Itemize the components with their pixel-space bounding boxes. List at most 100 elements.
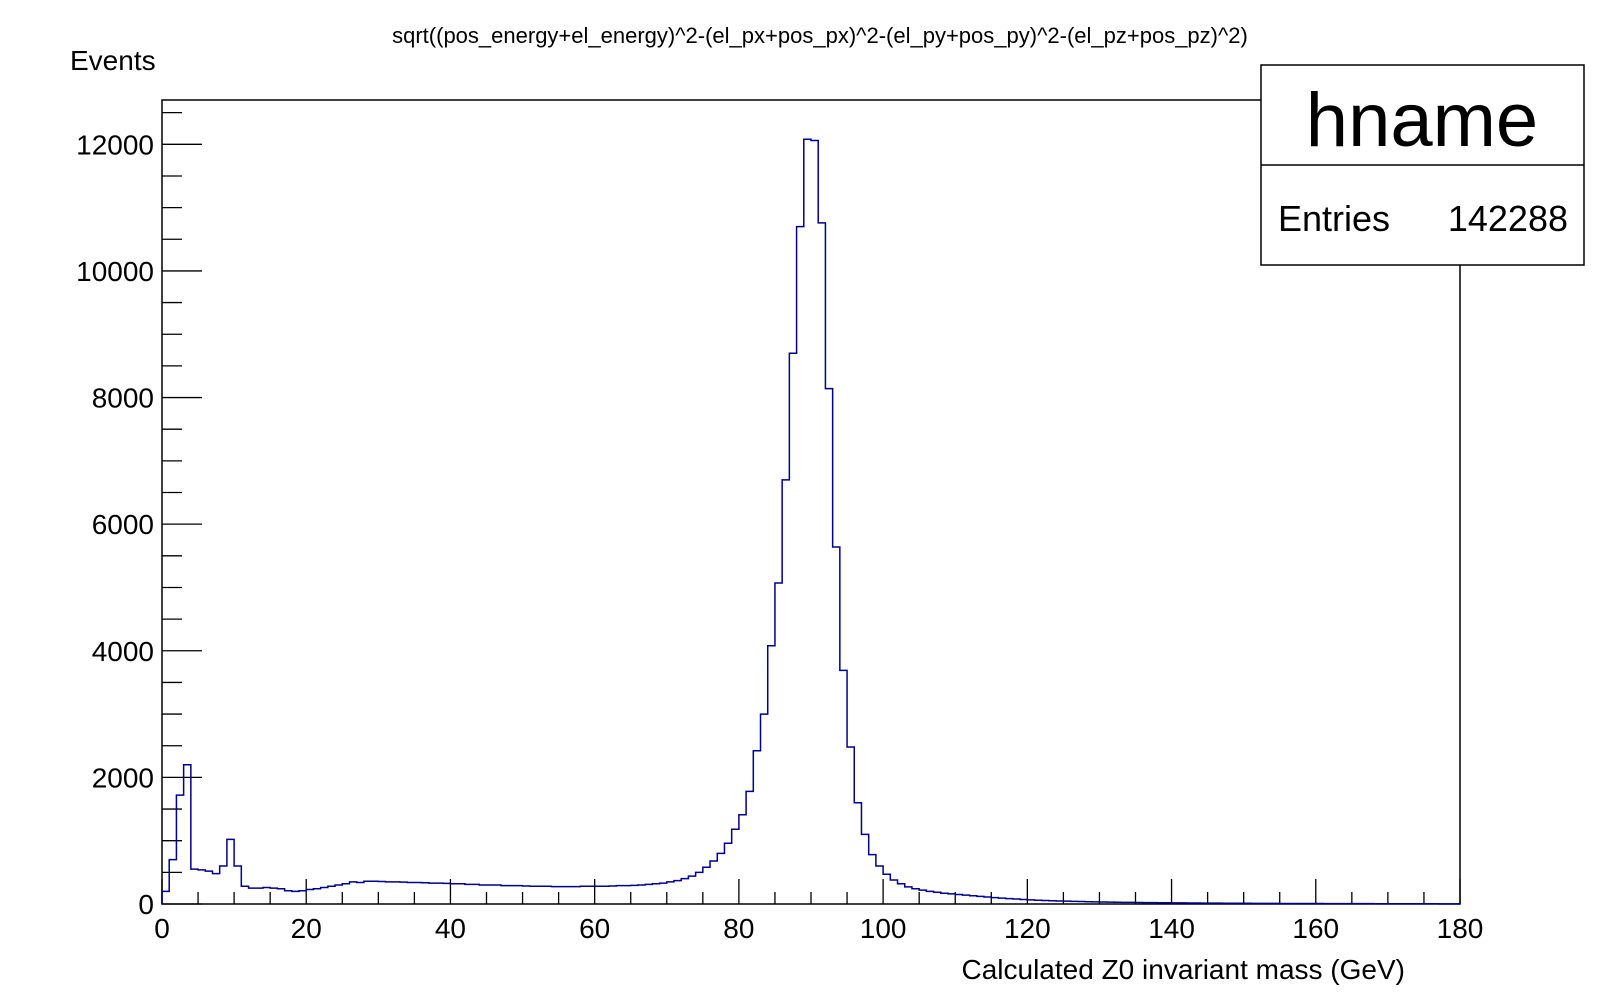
- x-axis: 0 20 40 60 80 100 120 140 160 180: [154, 879, 1483, 944]
- histogram-bin: [515, 886, 522, 904]
- histogram-bin: [991, 898, 998, 904]
- histogram-bin: [1006, 899, 1013, 904]
- stats-histogram-name: hname: [1306, 78, 1538, 163]
- plot-title: sqrt((pos_energy+el_energy)^2-(el_px+pos…: [392, 23, 1248, 48]
- histogram-bin: [530, 886, 537, 904]
- histogram-bin: [328, 886, 335, 904]
- histogram-bin: [249, 888, 256, 904]
- histogram-bin: [256, 888, 263, 904]
- histogram-bin: [833, 547, 840, 904]
- histogram-bin: [234, 866, 241, 904]
- histogram-bin: [926, 891, 933, 904]
- histogram-bin: [580, 886, 587, 904]
- histogram-bin: [285, 891, 292, 904]
- y-tick-label: 12000: [76, 129, 154, 160]
- histogram-bin: [948, 894, 955, 904]
- histogram-bin: [688, 876, 695, 904]
- histogram-bin: [998, 898, 1005, 904]
- histogram-bin: [573, 887, 580, 904]
- histogram-bin: [861, 834, 868, 904]
- histogram-bin: [162, 891, 169, 904]
- histogram-bin: [414, 882, 421, 904]
- y-tick-label: 10000: [76, 256, 154, 287]
- stats-entries-label: Entries: [1278, 198, 1390, 239]
- histogram-bin: [364, 881, 371, 904]
- histogram-bin: [595, 886, 602, 904]
- histogram-bin: [176, 795, 183, 904]
- histogram-bin: [977, 896, 984, 904]
- histogram-bin: [753, 751, 760, 904]
- histogram-bin: [494, 885, 501, 904]
- histogram-bin: [212, 874, 219, 904]
- histogram-bin: [616, 886, 623, 904]
- histogram-bin: [652, 884, 659, 904]
- histogram-bin: [378, 882, 385, 904]
- histogram-bin: [667, 882, 674, 904]
- histogram-bin: [407, 882, 414, 904]
- histogram-bin: [335, 885, 342, 904]
- x-tick-label: 160: [1292, 913, 1339, 944]
- histogram-bin: [934, 892, 941, 904]
- x-tick-label: 80: [723, 913, 754, 944]
- histogram-bin: [443, 883, 450, 904]
- histogram-bin: [587, 886, 594, 904]
- histogram-bin: [321, 888, 328, 904]
- histogram-bin: [797, 227, 804, 904]
- histogram-bin: [739, 815, 746, 904]
- histogram-bin: [313, 889, 320, 904]
- histogram-bin: [941, 893, 948, 904]
- histogram-bin: [789, 353, 796, 904]
- histogram-bin: [371, 881, 378, 904]
- histogram-bin: [768, 646, 775, 904]
- histogram-bin: [696, 872, 703, 904]
- histogram-bin: [724, 843, 731, 904]
- histogram-bin: [342, 884, 349, 904]
- x-tick-label: 120: [1004, 913, 1051, 944]
- histogram-bin: [422, 883, 429, 904]
- histogram-bin: [898, 884, 905, 904]
- histogram-bin: [241, 886, 248, 904]
- x-tick-label: 0: [154, 913, 170, 944]
- histogram-bin: [306, 889, 313, 904]
- x-tick-label: 40: [435, 913, 466, 944]
- histogram-bin: [818, 223, 825, 904]
- histogram-bin: [746, 791, 753, 904]
- histogram-bin: [551, 887, 558, 904]
- histogram-bin: [710, 861, 717, 904]
- histogram-bin: [198, 870, 205, 904]
- histogram-bin: [400, 882, 407, 904]
- histogram-bin: [609, 886, 616, 904]
- histogram-bin: [508, 886, 515, 904]
- histogram-bin: [205, 871, 212, 904]
- histogram-bin: [825, 389, 832, 904]
- histogram-bin: [703, 867, 710, 904]
- histogram-bin: [501, 886, 508, 904]
- histogram-bin: [962, 895, 969, 904]
- histogram-bin: [602, 886, 609, 904]
- histogram-bin: [263, 888, 270, 904]
- histogram-bin: [761, 714, 768, 904]
- histogram-bin: [277, 889, 284, 904]
- histogram-bin: [681, 879, 688, 904]
- histogram-bin: [717, 853, 724, 904]
- histogram-bin: [674, 881, 681, 904]
- histogram-bin: [804, 139, 811, 904]
- histogram-bin: [227, 839, 234, 904]
- histogram-bin: [544, 886, 551, 904]
- stats-entries-value: 142288: [1448, 198, 1568, 239]
- histogram-bin: [869, 855, 876, 904]
- histogram-bin: [775, 583, 782, 904]
- histogram-bin: [559, 887, 566, 904]
- y-tick-label: 2000: [92, 762, 154, 793]
- histogram-bin: [184, 765, 191, 904]
- histogram-bin: [912, 889, 919, 904]
- histogram-bin: [732, 829, 739, 904]
- histogram-bin: [299, 891, 306, 904]
- y-axis-title: Events: [70, 45, 156, 76]
- y-axis: 0 2000 4000 6000 8000 10000 12000: [76, 112, 202, 920]
- x-tick-label: 60: [579, 913, 610, 944]
- histogram-bin: [349, 882, 356, 904]
- histogram-bin: [645, 884, 652, 904]
- x-tick-label: 180: [1437, 913, 1484, 944]
